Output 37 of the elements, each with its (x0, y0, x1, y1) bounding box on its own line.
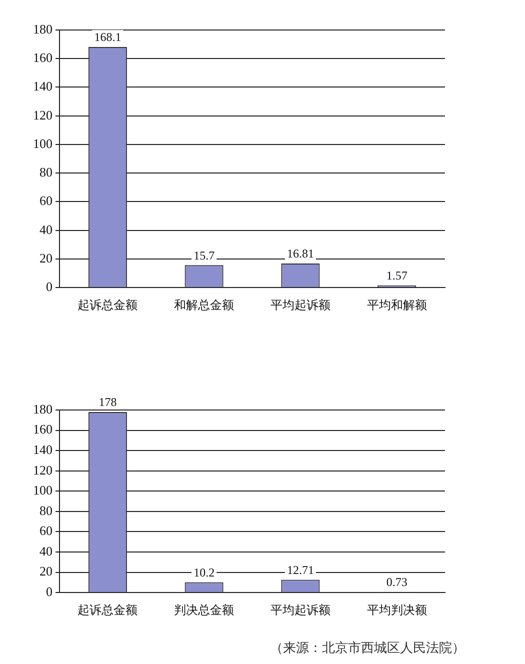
data-label: 0.73 (386, 575, 408, 590)
y-tick-label: 100 (33, 482, 52, 498)
y-tick-label: 20 (40, 564, 52, 579)
data-label: 168.1 (94, 30, 122, 44)
x-tick-label: 平均判决额 (366, 602, 427, 617)
data-label: 16.81 (286, 246, 314, 261)
y-tick-label: 140 (33, 442, 52, 457)
x-tick-label: 和解总金额 (174, 298, 234, 312)
y-tick-label: 0 (46, 279, 52, 294)
x-tick-label: 平均和解额 (366, 298, 427, 312)
y-tick-label: 60 (40, 523, 52, 538)
y-tick-label: 40 (40, 222, 52, 237)
data-label: 178 (98, 395, 117, 410)
data-label: 10.2 (194, 565, 215, 580)
data-label: 1.57 (386, 268, 408, 283)
y-tick-label: 160 (33, 422, 52, 437)
y-tick-label: 80 (40, 164, 52, 180)
y-tick-label: 100 (33, 136, 52, 151)
y-tick-label: 160 (33, 50, 52, 66)
text: （来源：北京市西城区人民法院） (269, 640, 466, 657)
y-tick-label: 40 (40, 543, 52, 558)
y-tick-label: 180 (33, 21, 52, 36)
x-tick-label: 起诉总金额 (78, 298, 138, 312)
x-tick-label: 起诉总金额 (78, 602, 138, 617)
data-label: 12.71 (286, 562, 314, 577)
y-tick-label: 20 (40, 250, 52, 266)
x-tick-label: 平均起诉额 (270, 298, 330, 312)
y-tick-label: 140 (33, 78, 52, 94)
y-tick-label: 0 (46, 584, 52, 600)
y-tick-label: 120 (33, 462, 52, 478)
y-tick-label: 120 (33, 107, 52, 122)
x-tick-label: 平均起诉额 (270, 602, 330, 617)
x-tick-label: 判决总金额 (174, 602, 234, 617)
y-tick-label: 80 (40, 502, 52, 518)
y-tick-label: 180 (33, 401, 52, 416)
data-label: 15.7 (194, 248, 215, 262)
y-tick-label: 60 (40, 193, 52, 208)
